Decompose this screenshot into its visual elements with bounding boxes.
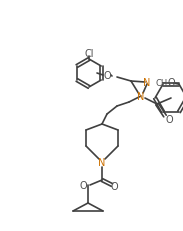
Text: O: O <box>79 180 87 190</box>
Text: N: N <box>98 157 106 167</box>
Text: N: N <box>137 92 145 102</box>
Text: O: O <box>110 181 118 191</box>
Text: O: O <box>103 71 111 81</box>
Text: Cl: Cl <box>84 49 94 59</box>
Text: O: O <box>167 78 175 88</box>
Text: N: N <box>143 78 151 88</box>
Text: CH₃: CH₃ <box>155 78 171 87</box>
Text: O: O <box>165 115 173 125</box>
